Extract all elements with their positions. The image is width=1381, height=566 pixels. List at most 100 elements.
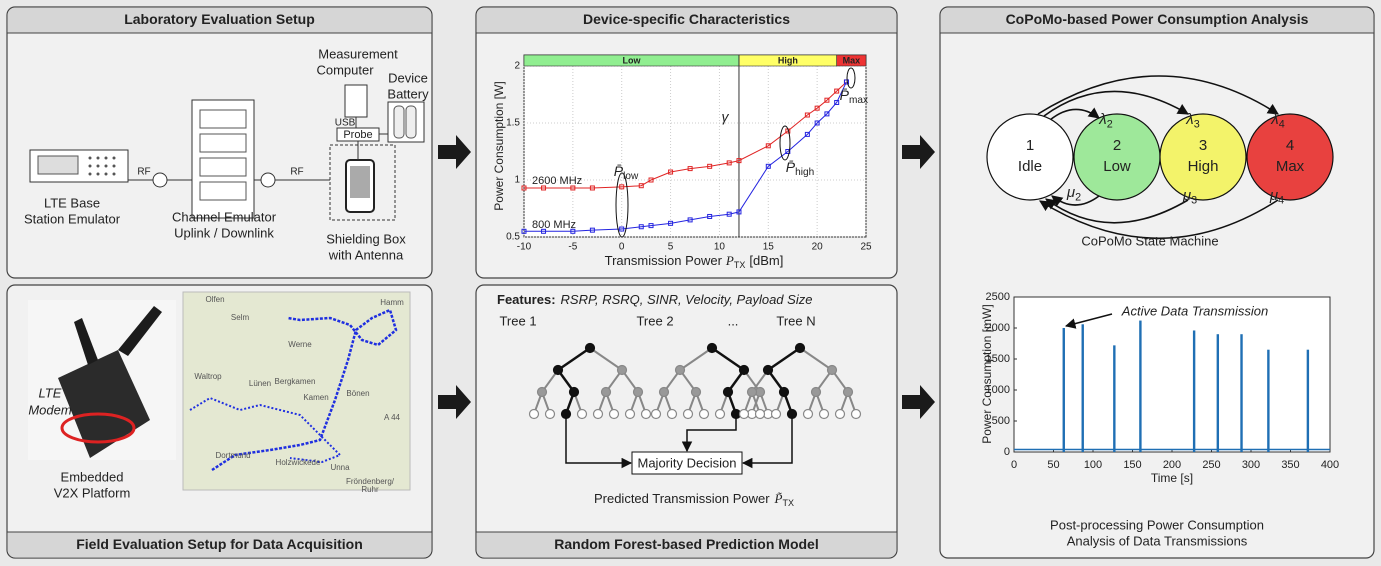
knob: [105, 165, 108, 168]
tree-node: [652, 410, 661, 419]
spike: [1267, 350, 1269, 452]
x-tick-label: 5: [668, 242, 674, 253]
text-part: TX: [783, 498, 795, 508]
map-place: Kamen: [303, 393, 328, 402]
x-tick-label: 150: [1123, 459, 1141, 471]
x-axis-label: Transmission PowerPTX[dBm]: [605, 253, 784, 270]
text-part: λ: [1185, 111, 1193, 128]
flow-arrow: [902, 385, 935, 419]
text-part: low: [623, 171, 639, 182]
spike: [1082, 324, 1084, 452]
x-axis-label: Time [s]: [1151, 471, 1193, 485]
panel-title: Field Evaluation Setup for Data Acquisit…: [76, 536, 363, 552]
map-place: Olfen: [205, 295, 224, 304]
tree-node: [820, 410, 829, 419]
tree-node: [660, 388, 669, 397]
panel-title: Laboratory Evaluation Setup: [124, 11, 315, 27]
label: LTE: [39, 385, 62, 400]
spike: [1307, 350, 1309, 452]
map-place: Werne: [288, 340, 312, 349]
spike: [1193, 330, 1195, 452]
state-label: Max: [1276, 158, 1305, 175]
x-tick-label: 200: [1163, 459, 1181, 471]
label: Station Emulator: [24, 211, 121, 226]
region-label: High: [778, 55, 798, 65]
map-place: Hamm: [380, 298, 404, 307]
tree-node: [804, 410, 813, 419]
knob: [89, 157, 92, 160]
state-label: Low: [1103, 158, 1131, 175]
tree-label: ...: [728, 313, 739, 328]
rack-slot: [200, 134, 246, 152]
tree-node: [684, 410, 693, 419]
label: Modem: [28, 402, 72, 417]
circulator: [153, 173, 167, 187]
state-id: 2: [1113, 137, 1121, 154]
series-label: 2600 MHz: [532, 175, 582, 187]
tree-node: [554, 366, 563, 375]
map-place: Ruhr: [361, 485, 379, 494]
map-place: Lünen: [249, 379, 271, 388]
tree-label: Tree N: [776, 313, 815, 328]
x-tick-label: 0: [1011, 459, 1017, 471]
text-part: 3: [1194, 118, 1200, 130]
y-axis-label: Power Consumption [W]: [492, 81, 506, 210]
knob: [105, 173, 108, 176]
tree-node: [546, 410, 555, 419]
tree-node: [668, 410, 677, 419]
spike: [1240, 334, 1242, 452]
tree-node: [740, 366, 749, 375]
tree-node: [764, 366, 773, 375]
state-label: Idle: [1018, 158, 1042, 175]
battery-cell: [406, 106, 416, 138]
label: V2X Platform: [54, 485, 131, 500]
text-part: λ: [1098, 111, 1106, 128]
state-id: 4: [1286, 137, 1294, 154]
text-part: 2: [1075, 191, 1081, 203]
tree-node: [538, 388, 547, 397]
knob: [97, 165, 100, 168]
annotation: Active Data Transmission: [1121, 303, 1268, 318]
map-place: Selm: [231, 313, 250, 322]
knob: [105, 157, 108, 160]
tree-node: [780, 388, 789, 397]
text-part: λ: [1270, 111, 1278, 128]
text-part: RSRP, RSRQ, SINR, Velocity, Payload Size: [561, 292, 813, 307]
tree-node: [634, 388, 643, 397]
x-tick-label: 100: [1084, 459, 1102, 471]
knob: [89, 173, 92, 176]
tree-node: [844, 388, 853, 397]
x-tick-label: -10: [517, 242, 532, 253]
map-place: Unna: [330, 463, 350, 472]
phone-screen: [350, 166, 370, 198]
state-id: 3: [1199, 137, 1207, 154]
text-part: P: [725, 253, 734, 268]
tree-node: [692, 388, 701, 397]
tree-node: [642, 410, 651, 419]
x-tick-label: 400: [1321, 459, 1339, 471]
label: Shielding Box: [326, 231, 406, 246]
text-part: Features:: [497, 292, 556, 307]
x-tick-label: 20: [812, 242, 824, 253]
circulator: [261, 173, 275, 187]
x-tick-label: 300: [1242, 459, 1260, 471]
tree-node: [700, 410, 709, 419]
region-label: Low: [622, 55, 641, 65]
text-part: 4: [1278, 194, 1284, 206]
tree-node: [756, 410, 765, 419]
base-station-screen: [38, 156, 78, 174]
spike: [1063, 328, 1065, 452]
page: {"lab_setup":{"title":"Laboratory Evalua…: [0, 0, 1381, 566]
text-part: μ: [1269, 187, 1278, 204]
tree-node: [748, 388, 757, 397]
tree-node: [626, 410, 635, 419]
threshold-label: γ: [721, 109, 729, 125]
tree-node: [828, 366, 837, 375]
tree-node: [772, 410, 781, 419]
battery-cell: [394, 106, 404, 138]
tree-node: [724, 388, 733, 397]
label: Uplink / Downlink: [174, 225, 274, 240]
panel-title: CoPoMo-based Power Consumption Analysis: [1006, 11, 1309, 27]
tree-node: [610, 410, 619, 419]
